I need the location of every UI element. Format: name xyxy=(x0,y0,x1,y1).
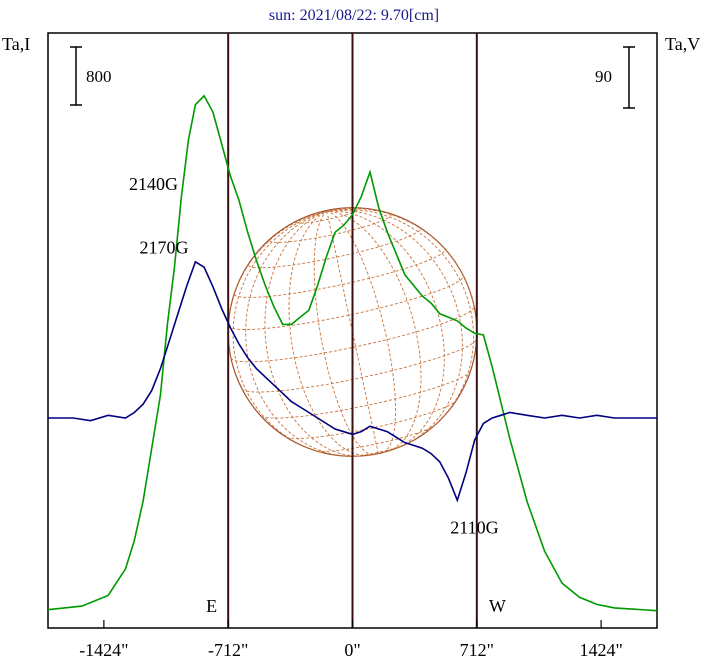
latitude-line xyxy=(230,306,475,363)
longitude-line xyxy=(326,208,475,307)
latitude-line xyxy=(241,338,478,393)
longitude-line xyxy=(326,210,445,449)
longitude-line xyxy=(232,210,327,454)
x-tick-label: -1424" xyxy=(79,640,128,660)
sunspot-annotation: 2110G xyxy=(450,517,498,537)
longitude-line xyxy=(264,210,361,457)
x-tick-label: 712" xyxy=(460,640,494,660)
series-line xyxy=(47,94,658,612)
longitude-line xyxy=(326,210,396,453)
right-scale-label: 90 xyxy=(595,67,612,86)
latitude-line xyxy=(285,400,457,439)
longitude-line xyxy=(288,210,369,456)
right-axis-label: Ta,V xyxy=(665,34,700,54)
left-scale-label: 800 xyxy=(86,67,112,86)
longitude-line xyxy=(245,210,351,457)
series-line xyxy=(48,260,657,503)
sunspot-annotation: 2140G xyxy=(129,174,178,194)
x-tick-label: -712" xyxy=(208,640,248,660)
latitude-line xyxy=(316,425,435,452)
sunspot-annotation: 2170G xyxy=(139,238,188,258)
longitude-line xyxy=(326,209,463,446)
left-axis-label: Ta,I xyxy=(2,34,30,54)
longitude-line xyxy=(326,209,474,431)
chart-title: sun: 2021/08/22: 9.70[cm] xyxy=(269,7,439,24)
x-axis-ticks: -1424" -712" 0" 712" 1424" xyxy=(79,620,623,660)
limb-label: W xyxy=(489,596,506,616)
longitude-line xyxy=(313,210,374,455)
latitude-line xyxy=(227,275,464,330)
right-scale-bar xyxy=(623,46,635,109)
x-tick-label: 0" xyxy=(344,640,360,660)
limb-label: E xyxy=(206,596,217,616)
x-tick-label: 1424" xyxy=(579,640,622,660)
annotations: 2140G 2170G 2110G xyxy=(129,174,499,538)
longitude-line xyxy=(326,211,379,454)
left-scale-bar xyxy=(70,46,82,106)
longitude-line xyxy=(326,210,422,452)
latitude-line xyxy=(233,249,446,298)
series-group xyxy=(47,94,658,612)
